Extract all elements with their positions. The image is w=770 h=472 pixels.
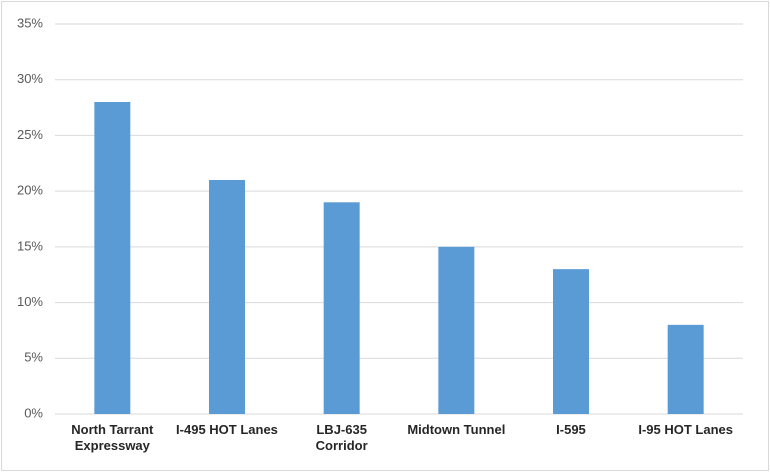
bar [323, 202, 360, 414]
y-tick-label: 15% [17, 238, 43, 253]
bar [553, 269, 589, 414]
x-tick-label: I-495 HOT Lanes [176, 422, 278, 437]
x-tick-label: North Tarrant Expressway [71, 422, 154, 453]
y-tick-label: 30% [17, 71, 43, 86]
bar [94, 102, 131, 414]
x-tick-label: Midtown Tunnel [407, 422, 506, 437]
y-tick-label: 10% [17, 294, 43, 309]
y-tick-label: 20% [17, 183, 43, 198]
x-tick-label: I-95 HOT Lanes [638, 422, 733, 437]
y-tick-label: 35% [17, 15, 43, 30]
y-tick-label: 0% [24, 405, 43, 420]
bar [438, 246, 475, 414]
y-tick-label: 25% [17, 127, 43, 142]
x-tick-label: I-595 [556, 422, 586, 437]
x-tick-label: LBJ-635 Corridor [315, 422, 368, 453]
y-tick-label: 5% [24, 350, 43, 365]
bar [667, 324, 704, 414]
bar [209, 180, 245, 414]
